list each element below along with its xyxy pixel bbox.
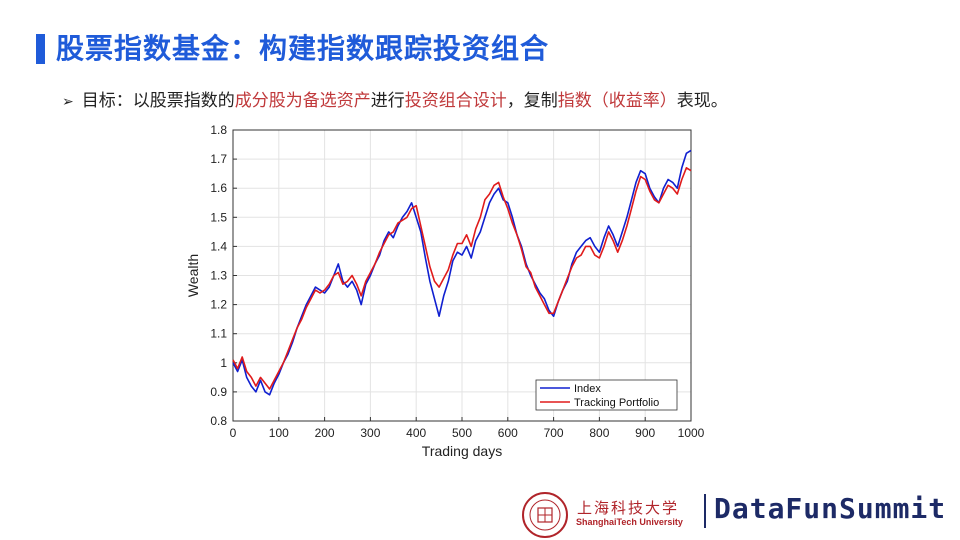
y-tick-label: 1.5 xyxy=(210,210,227,224)
goal-text-1: 目标：以股票指数的 xyxy=(81,91,235,111)
x-tick-label: 700 xyxy=(544,426,564,440)
university-name-en: ShanghaiTech University xyxy=(576,517,683,527)
y-tick-label: 0.9 xyxy=(210,385,227,399)
y-tick-label: 1.7 xyxy=(210,152,227,166)
title-accent-bar xyxy=(36,34,45,64)
goal-highlight-1: 成分股为备选资产 xyxy=(234,91,371,111)
arrow-bullet-icon: ➢ xyxy=(62,94,74,110)
y-axis-label: Wealth xyxy=(185,254,201,297)
y-tick-label: 1.2 xyxy=(210,298,227,312)
university-name-cn: 上海科技大学 xyxy=(577,499,680,517)
chart-legend: Index Tracking Portfolio xyxy=(535,379,678,411)
x-tick-label: 300 xyxy=(360,426,380,440)
y-tick-label: 0.8 xyxy=(210,414,227,428)
goal-text-2: 进行 xyxy=(370,91,405,111)
tracking-portfolio-series-line xyxy=(232,167,692,390)
y-tick-label: 1.1 xyxy=(210,327,227,341)
x-tick-label: 900 xyxy=(635,426,655,440)
y-tick-label: 1.4 xyxy=(210,239,227,253)
legend-label-index: Index xyxy=(574,383,601,395)
y-tick-label: 1.6 xyxy=(210,181,227,195)
legend-box xyxy=(535,379,678,411)
x-tick-label: 800 xyxy=(589,426,609,440)
x-tick-label: 1000 xyxy=(678,426,705,440)
footer-divider xyxy=(704,494,706,528)
x-tick-label: 200 xyxy=(315,426,335,440)
page-title: 股票指数基金：构建指数跟踪投资组合 xyxy=(56,32,550,65)
x-tick-label: 500 xyxy=(452,426,472,440)
goal-highlight-2: 投资组合设计 xyxy=(404,91,507,111)
goal-text-4: 表现。 xyxy=(676,91,728,111)
y-tick-label: 1.3 xyxy=(210,269,227,283)
axis-ticks: 0 100 200 300 400 500 600 700 800 900 1000 0.8 0.9 1 1… xyxy=(210,123,704,440)
goal-text-3: ，复制 xyxy=(506,91,558,111)
x-tick-label: 400 xyxy=(406,426,426,440)
legend-label-tracking: Tracking Portfolio xyxy=(574,397,659,409)
chart-series xyxy=(232,149,692,396)
y-tick-label: 1.8 xyxy=(210,123,227,137)
chart-grid xyxy=(233,130,691,421)
index-series-line xyxy=(232,149,692,396)
y-tick-label: 1 xyxy=(220,356,227,370)
x-tick-label: 0 xyxy=(230,426,237,440)
university-seal-icon xyxy=(522,492,568,538)
x-axis-label: Trading days xyxy=(422,443,502,459)
brand-logo-text: DataFunSummit xyxy=(714,492,947,525)
goal-bullet-line: ➢ 目标：以股票指数的成分股为备选资产进行投资组合设计，复制指数（收益率）表现。 xyxy=(62,86,728,111)
x-tick-label: 600 xyxy=(498,426,518,440)
goal-highlight-3: 指数（收益率） xyxy=(557,91,677,111)
x-tick-label: 100 xyxy=(269,426,289,440)
